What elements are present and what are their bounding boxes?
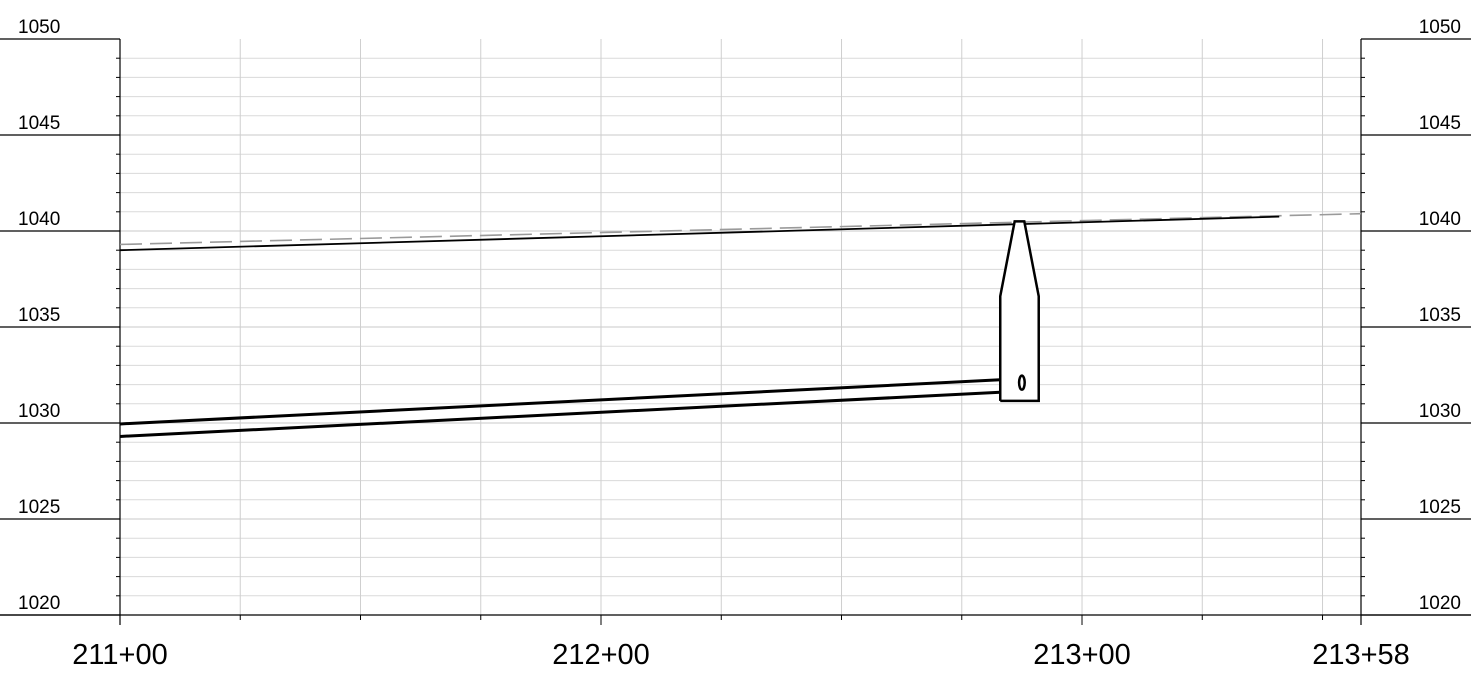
- elevation-label-left: 1020: [18, 593, 60, 614]
- profile-series: [119, 212, 1362, 438]
- elevation-label-right: 1020: [1419, 593, 1461, 614]
- elevation-label-right: 1035: [1419, 305, 1461, 326]
- elevation-label-left: 1045: [18, 113, 60, 134]
- elevation-label-left: 1035: [18, 305, 60, 326]
- elevation-label-right: 1040: [1419, 209, 1461, 230]
- existing-ground-line: [119, 212, 1362, 246]
- station-label: 213+00: [1033, 639, 1131, 671]
- proposed-ground-line: [119, 215, 1280, 252]
- manhole-outline: [998, 220, 1040, 403]
- major-grid: [120, 39, 1361, 615]
- station-labels: 211+00 212+00 213+00 213+58: [72, 639, 1410, 671]
- minor-grid: [120, 57, 1361, 597]
- elevation-label-right: 1030: [1419, 401, 1461, 422]
- station-label: 211+00: [72, 639, 167, 671]
- elevation-label-right: 1050: [1419, 17, 1461, 38]
- elevation-label-right: 1045: [1419, 113, 1461, 134]
- structure: [998, 220, 1040, 403]
- pipe-outlet-marker: [1017, 374, 1026, 391]
- pipe-line: [119, 378, 1001, 426]
- elevation-labels: 1050 1045 1040 1035 1030 1025 1020 1050 1045 1040…: [18, 17, 1461, 614]
- station-label: 213+58: [1312, 639, 1410, 671]
- pipe-line: [119, 390, 1001, 438]
- elevation-label-right: 1025: [1419, 497, 1461, 518]
- elevation-label-left: 1040: [18, 209, 60, 230]
- station-label: 212+00: [552, 639, 650, 671]
- elevation-label-left: 1050: [18, 17, 60, 38]
- elevation-label-left: 1025: [18, 497, 60, 518]
- axes: [0, 38, 1471, 625]
- elevation-label-left: 1030: [18, 401, 60, 422]
